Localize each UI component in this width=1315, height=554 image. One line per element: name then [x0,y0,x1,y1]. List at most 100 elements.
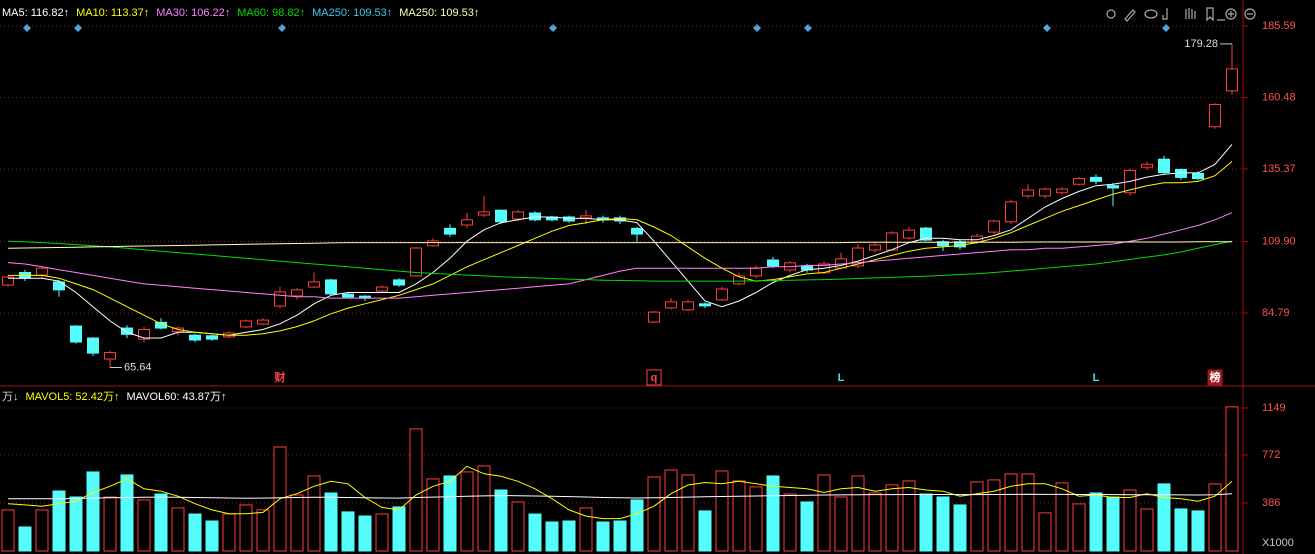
volume-bar [426,478,440,552]
volume-bar [494,489,508,552]
news-marker[interactable] [23,24,31,32]
candle-body [648,311,660,323]
volume-bar [154,493,168,552]
y-tick-label: 109.90 [1262,235,1296,247]
candle-body [1090,176,1102,182]
candle-body [342,293,354,298]
volume-bar [341,511,355,552]
hand-icon[interactable] [1185,8,1196,19]
candle-body [87,337,99,354]
candle-body [1209,104,1221,128]
ma-line [7,240,1233,282]
y-tick-label: 84.79 [1262,307,1290,319]
volume-bar [1140,508,1154,552]
candle-body [104,352,116,360]
volume-bar [919,493,933,552]
event-tag: 财 [274,370,286,384]
candle-body [529,212,541,221]
event-tag: L [838,372,845,384]
volume-bar [409,428,423,552]
ma-line [7,212,1233,299]
volume-bar [868,492,882,552]
volume-bar [885,484,899,552]
volume-bar [375,513,389,552]
volume-bar [460,471,474,552]
volume-bar [103,496,117,552]
candle-body [1056,188,1068,194]
draw-icon[interactable] [1124,9,1136,22]
volume-bar [1208,483,1222,552]
event-tag: q [651,372,658,384]
candle-body [308,281,320,288]
news-marker[interactable] [74,24,82,32]
bookmark-icon[interactable] [1206,7,1214,22]
volume-bar [1,509,15,552]
candle-body [580,215,592,219]
candle-body [852,247,864,267]
y-tick-label: 160.48 [1262,91,1296,103]
candle-body [988,220,1000,233]
low-label: 65.64 [124,361,152,373]
candle-body [189,334,201,341]
candle-body [750,267,762,277]
volume-bar [647,476,661,552]
candle-body [869,244,881,251]
settings-icon[interactable] [1106,9,1116,19]
volume-bar [290,494,304,552]
legend-entry: MA250: 109.53↑ [312,7,392,19]
volume-bar [171,507,185,552]
volume-bar [630,499,644,552]
volume-bar [562,520,576,552]
volume-bar [239,504,253,552]
news-marker[interactable] [1162,24,1170,32]
high-label: 179.28 [1184,38,1218,50]
news-marker[interactable] [804,24,812,32]
volume-bar [953,504,967,552]
candle-body [70,325,82,343]
volume-bar [1191,510,1205,552]
candle-body [393,279,405,286]
candle-body [1226,68,1238,92]
news-marker[interactable] [278,24,286,32]
candle-body [716,288,728,301]
volume-bar [511,501,525,552]
event-tag: L [1093,372,1100,384]
zoom-in-icon[interactable] [1225,8,1237,20]
candle-body [410,247,422,277]
news-marker[interactable] [549,24,557,32]
volume-bar [18,526,32,552]
volume-bar [35,509,49,552]
y-tick-label: 135.37 [1262,163,1296,175]
legend-entry: MA10: 113.37↑ [76,7,149,19]
magnet-icon[interactable] [1162,8,1168,20]
candle-body [682,301,694,311]
y-tick-label: 1149 [1262,402,1286,414]
candle-body [886,232,898,251]
volume-bar [681,474,695,552]
news-marker[interactable] [1043,24,1051,32]
news-marker[interactable] [753,24,761,32]
legend-entry: MA60: 98.82↑ [237,7,305,19]
volume-bar [715,470,729,552]
candle-body [257,319,269,325]
volume-bar [834,496,848,552]
zoom-out-icon[interactable] [1244,8,1256,20]
volume-bar [800,501,814,552]
event-box [1207,369,1223,386]
volume-bar [698,510,712,552]
candle-body [444,227,456,235]
candle-body [937,241,949,247]
volume-bar [970,481,984,552]
eye-icon[interactable] [1144,9,1158,19]
volume-bar [936,496,950,552]
candle-body [1039,188,1051,197]
volume-bar [545,521,559,552]
candle-body [699,303,711,307]
volume-bar [324,492,338,552]
legend-entry: 万↓ [2,391,19,403]
volume-bar [1072,503,1086,552]
volume-bar [52,490,66,552]
candle-body [767,259,779,267]
